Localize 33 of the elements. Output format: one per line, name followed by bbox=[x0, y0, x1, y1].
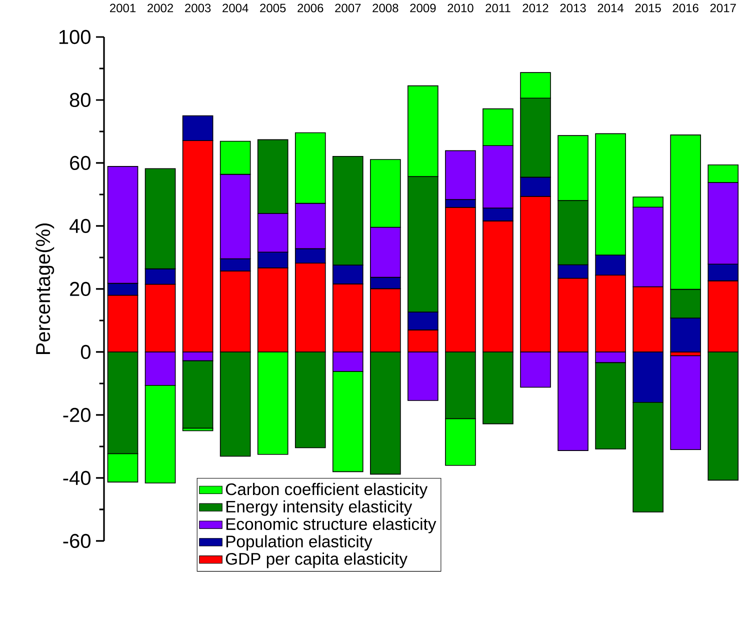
x-tick-label: 2009 bbox=[410, 4, 436, 12]
x-tick-label: 2015 bbox=[635, 4, 661, 12]
y-tick-label: 100 bbox=[59, 30, 90, 44]
legend-label: Carbon coefficient elasticity bbox=[226, 482, 428, 498]
y-tick-label: 60 bbox=[70, 156, 90, 170]
x-tick-label: 2010 bbox=[448, 4, 474, 12]
x-tick-label: 2003 bbox=[185, 4, 211, 12]
x-tick-label: 2006 bbox=[298, 4, 324, 12]
y-tick-label: 0 bbox=[80, 344, 90, 360]
bar bbox=[670, 355, 701, 450]
legend-label: GDP per capita elasticity bbox=[226, 552, 408, 568]
y-tick-label: -40 bbox=[63, 470, 90, 486]
legend-label: Population elasticity bbox=[226, 535, 372, 551]
x-tick-label: 2002 bbox=[148, 4, 174, 12]
x-tick-label: 2004 bbox=[222, 4, 248, 12]
x-tick-label: 2007 bbox=[335, 4, 361, 12]
x-tick-label: 2001 bbox=[110, 4, 136, 12]
y-tick-label: 40 bbox=[70, 218, 90, 234]
x-tick-label: 2011 bbox=[486, 4, 510, 12]
x-tick-label: 2013 bbox=[560, 4, 586, 12]
y-tick-label: 20 bbox=[70, 282, 90, 296]
x-tick-label: 2017 bbox=[710, 4, 736, 12]
y-tick-label: -60 bbox=[63, 534, 90, 548]
legend-label: Economic structure elasticity bbox=[226, 518, 436, 534]
x-tick-label: 2008 bbox=[372, 4, 398, 12]
y-tick-label: -20 bbox=[63, 408, 90, 422]
x-tick-label: 2014 bbox=[598, 4, 624, 12]
y-axis-title: Percentage(%) bbox=[35, 224, 54, 354]
y-tick-label: 80 bbox=[70, 92, 90, 108]
legend-label: Energy intensity elasticity bbox=[226, 500, 412, 516]
x-tick-label: 2016 bbox=[672, 4, 698, 12]
x-tick-label: 2012 bbox=[522, 4, 548, 12]
x-tick-label: 2005 bbox=[260, 4, 286, 12]
